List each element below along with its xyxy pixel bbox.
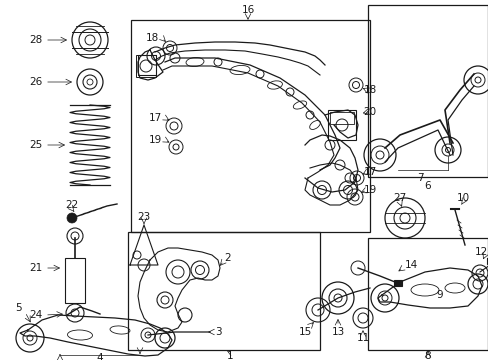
Bar — [138, 55, 156, 75]
Text: 13: 13 — [331, 327, 344, 337]
Text: 11: 11 — [356, 333, 369, 343]
Text: 5: 5 — [15, 303, 22, 313]
Bar — [393, 280, 401, 286]
Text: 25: 25 — [29, 140, 42, 150]
Text: 26: 26 — [29, 77, 42, 87]
Bar — [131, 20, 369, 232]
Bar — [367, 5, 487, 177]
Bar — [486, 258, 488, 264]
Text: 24: 24 — [29, 310, 42, 320]
Text: 4: 4 — [97, 353, 103, 360]
Text: 9: 9 — [436, 290, 443, 300]
Bar — [136, 55, 156, 77]
Text: 8: 8 — [424, 351, 430, 360]
Bar — [367, 238, 487, 350]
Text: 10: 10 — [455, 193, 468, 203]
Text: 16: 16 — [241, 5, 254, 15]
Bar — [327, 110, 355, 140]
Text: 1: 1 — [226, 351, 233, 360]
Text: 12: 12 — [474, 247, 487, 257]
Text: 2: 2 — [224, 253, 231, 263]
Bar — [329, 112, 353, 124]
Text: 22: 22 — [65, 200, 79, 210]
Text: 19: 19 — [363, 185, 376, 195]
Text: 27: 27 — [392, 193, 406, 203]
Text: 17: 17 — [148, 113, 162, 123]
Text: 23: 23 — [137, 212, 150, 222]
Text: 20: 20 — [363, 107, 376, 117]
Text: 7: 7 — [416, 173, 423, 183]
Text: 19: 19 — [148, 135, 162, 145]
Text: 6: 6 — [424, 181, 430, 191]
Text: 14: 14 — [404, 260, 417, 270]
Text: 28: 28 — [29, 35, 42, 45]
Text: 18: 18 — [363, 85, 376, 95]
Text: 18: 18 — [145, 33, 158, 43]
Bar — [65, 258, 85, 303]
Bar — [128, 232, 319, 350]
Circle shape — [67, 213, 77, 223]
Text: 15: 15 — [298, 327, 311, 337]
Text: 3: 3 — [215, 327, 221, 337]
Text: 17: 17 — [363, 167, 376, 177]
Text: 21: 21 — [29, 263, 42, 273]
